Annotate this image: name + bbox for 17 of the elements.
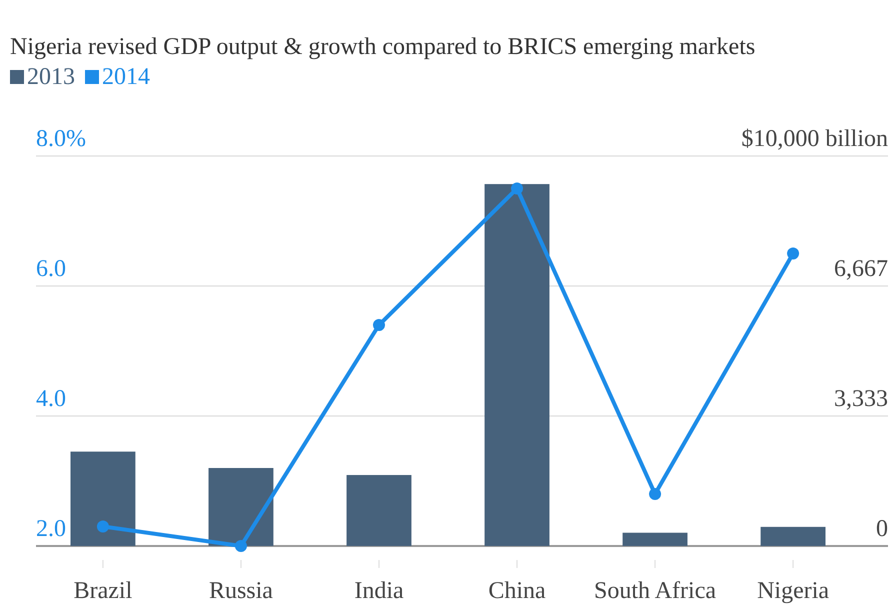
y-tick-label: 8.0% bbox=[36, 126, 86, 152]
y2-tick-label: 3,333 bbox=[834, 386, 888, 412]
y-tick-label: 6.0 bbox=[36, 256, 66, 282]
x-tick-label: India bbox=[354, 578, 404, 604]
x-tick-label: Brazil bbox=[74, 578, 133, 604]
y2-tick-label: 0 bbox=[876, 516, 888, 542]
x-tick-label: China bbox=[488, 578, 546, 604]
legend-label: 2014 bbox=[102, 64, 150, 90]
chart-title: Nigeria revised GDP output & growth compared to BRICS emerging markets bbox=[10, 34, 756, 60]
legend-label: 2013 bbox=[27, 64, 75, 90]
x-tick-label: South Africa bbox=[594, 578, 716, 604]
x-tick-label: Nigeria bbox=[757, 578, 830, 604]
y2-tick-label: $10,000 billion bbox=[741, 126, 888, 152]
y-tick-label: 2.0 bbox=[36, 516, 66, 542]
x-tick-label: Russia bbox=[208, 578, 274, 604]
y2-tick-label: 6,667 bbox=[834, 256, 888, 282]
y-tick-label: 4.0 bbox=[36, 386, 66, 412]
